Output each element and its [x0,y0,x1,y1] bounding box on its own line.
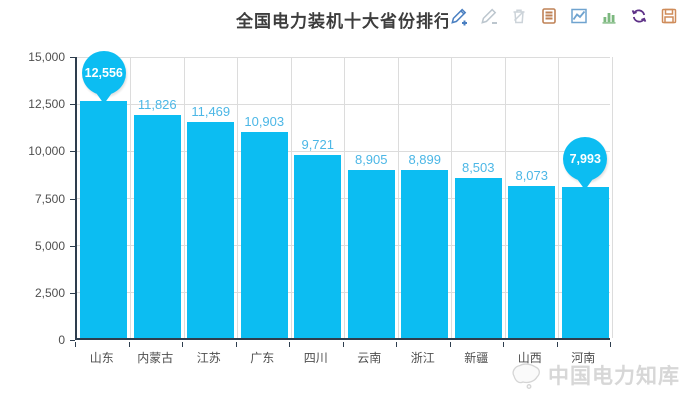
plot-area: 12,556 11,826 11,469 10,903 9,721 8,905 8,899 8… [75,51,613,340]
v-gridline [451,57,452,338]
h-gridline [77,103,610,105]
v-gridline [397,57,399,338]
v-gridline [237,57,238,338]
marker-balloon: 12,556 [81,51,126,96]
bar[interactable] [561,187,609,338]
x-axis-label: 山东 [89,351,114,365]
bar-value-label: 9,721 [301,136,335,152]
bar[interactable] [454,177,502,338]
v-gridline [504,57,506,338]
v-gridline [558,57,559,338]
x-axis: 山东 内蒙古 江苏 广东 四川 云南 浙江 新疆 山西 河南 [75,342,611,365]
bar-value-label: 8,073 [515,167,549,183]
y-axis-label: 7,500 [34,191,65,206]
x-axis-label: 内蒙古 [137,351,174,365]
h-gridline [77,150,610,152]
bar[interactable] [294,154,342,338]
h-gridline [77,198,610,199]
x-tick [289,342,290,347]
y-axis-label: 15,000 [28,50,65,64]
save-icon[interactable] [658,5,680,27]
y-axis-label: 12,500 [28,97,65,112]
y-axis: 0 2,500 5,000 7,500 10,000 12,500 15,000 [0,50,75,347]
marker-balloon-tail [575,176,596,191]
watermark: 中国电力知库 [508,360,680,390]
x-tick [503,342,504,347]
x-axis-label: 浙江 [410,351,435,365]
x-tick [396,342,397,347]
y-tick [70,57,75,58]
y-tick [70,104,75,106]
edit-add-icon[interactable] [448,5,470,27]
bar[interactable] [401,170,449,338]
bar-value-label: 10,903 [244,114,285,130]
y-axis-label: 10,000 [28,144,65,159]
x-axis-label: 河南 [571,351,596,365]
x-tick [556,342,558,347]
x-axis-label: 山西 [517,351,542,365]
china-map-logo-icon [508,360,544,390]
x-axis-label: 云南 [357,351,382,365]
bar-value-label: 8,905 [354,151,388,167]
x-tick [182,342,183,347]
x-tick [128,342,130,347]
bar[interactable] [133,114,181,338]
v-gridline [290,57,292,338]
x-tick [449,342,451,347]
refresh-icon[interactable] [628,5,650,27]
v-gridline [344,57,345,338]
y-axis-label: 0 [58,333,65,347]
h-gridline [77,292,610,294]
line-chart-icon[interactable] [568,5,590,27]
bar-value-label: 11,469 [191,103,231,119]
x-tick [610,342,611,347]
bar-value-label: 11,826 [137,96,177,112]
chart-title: 全国电力装机十大省份排行 [236,12,452,31]
y-tick [70,151,75,153]
toolbar [448,5,680,27]
bar-value-label: 8,503 [461,159,495,175]
y-axis-label: 2,500 [34,285,65,300]
x-tick [235,342,237,347]
x-tick [342,342,344,347]
h-gridline [77,56,610,58]
bar[interactable] [187,121,235,338]
y-tick [70,340,75,341]
bar-chart-icon[interactable] [598,5,620,27]
x-axis-label: 江苏 [196,351,221,365]
delete-icon[interactable] [508,5,530,27]
x-tick [75,342,76,347]
y-tick [70,198,75,200]
x-axis-label: 广东 [250,351,275,365]
v-gridline [183,57,185,338]
bar[interactable] [508,185,556,338]
v-gridline [130,57,131,338]
bar[interactable] [347,170,395,338]
bar-value-label: 8,899 [408,152,442,168]
x-axis-label: 四川 [303,351,328,365]
y-tick [70,292,75,294]
bar[interactable] [240,132,288,338]
h-gridline [77,245,610,247]
v-gridline [611,57,613,338]
bar[interactable] [80,101,128,338]
y-axis-label: 5,000 [34,238,65,253]
x-axis-label: 新疆 [464,351,489,365]
edit-remove-icon[interactable] [478,5,500,27]
report-icon[interactable] [538,5,560,27]
marker-balloon: 7,993 [563,137,608,182]
marker-balloon-tail [93,90,114,105]
watermark-text: 中国电力知库 [548,365,680,388]
y-tick [70,245,75,247]
